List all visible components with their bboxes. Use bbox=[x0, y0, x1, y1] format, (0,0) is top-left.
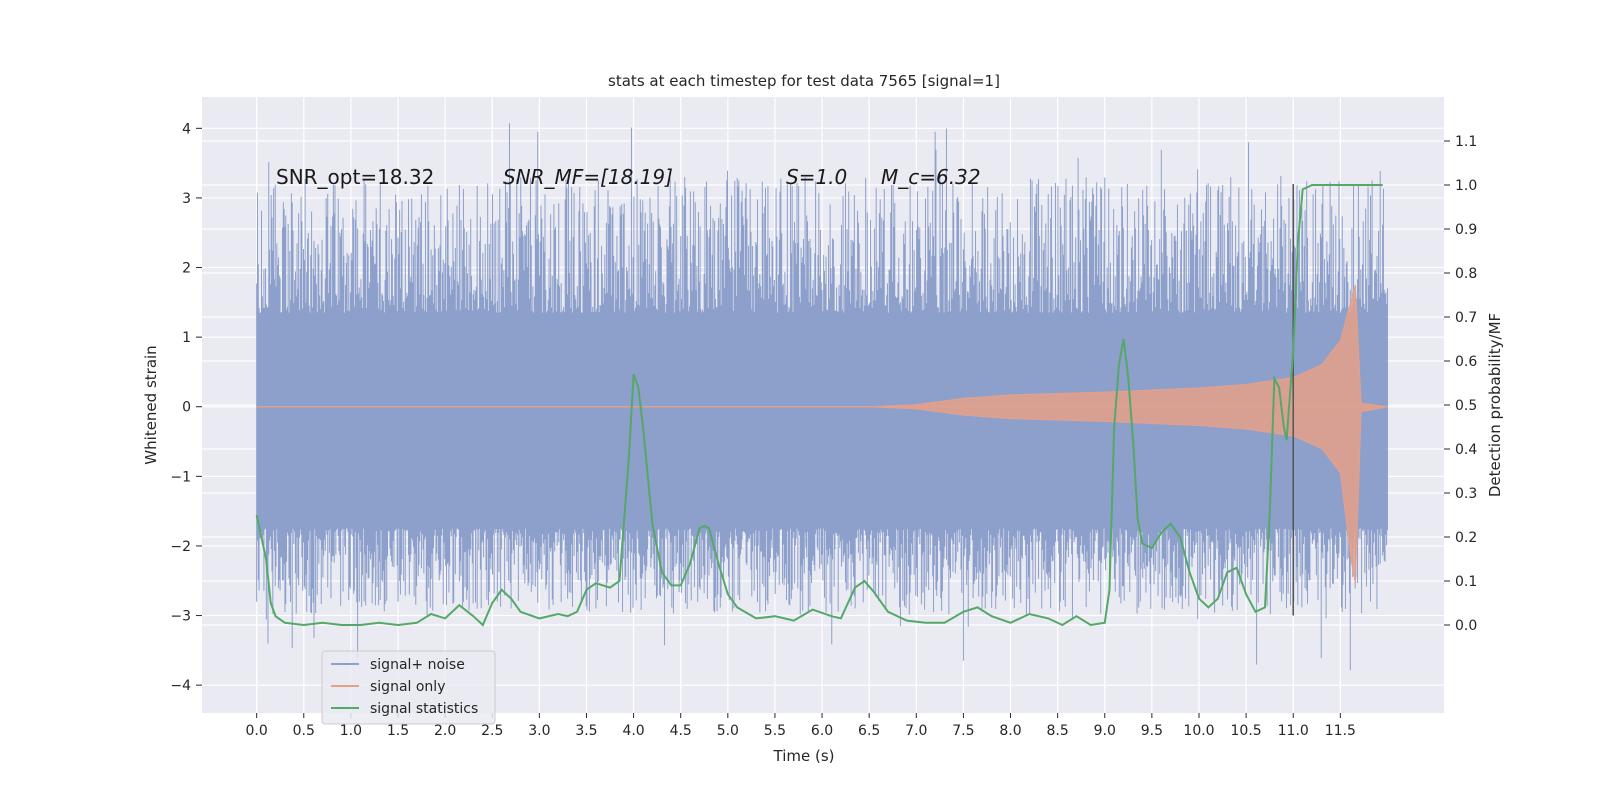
annotation-snr-opt: SNR_opt=18.32 bbox=[276, 165, 434, 189]
y-right-tick-label: 0.2 bbox=[1455, 530, 1477, 546]
signal-only-series bbox=[256, 284, 1388, 584]
annotation-s: S=1.0 bbox=[786, 165, 847, 189]
signal-statistics-series bbox=[255, 184, 1383, 627]
x-tick-label: 11.0 bbox=[1278, 723, 1309, 739]
x-tick-label: 2.5 bbox=[481, 723, 503, 739]
x-axis-label: Time (s) bbox=[773, 747, 835, 765]
y-right-tick-label: 0.3 bbox=[1455, 486, 1477, 502]
y-right-tick-label: 0.7 bbox=[1455, 310, 1477, 326]
legend: signal+ noise signal only signal statist… bbox=[321, 650, 496, 725]
x-tick-label: 0.0 bbox=[246, 723, 268, 739]
x-tick-label: 10.5 bbox=[1231, 723, 1262, 739]
x-tick-label: 2.0 bbox=[434, 723, 456, 739]
x-tick-label: 8.5 bbox=[1047, 723, 1069, 739]
x-axis-ticks: 0.0 0.5 1.0 1.5 2.0 2.5 3.0 3.5 4.0 4.5 5.0 5.5 6.0 6… bbox=[246, 713, 1356, 739]
y-right-tick-label: 0.0 bbox=[1455, 618, 1477, 634]
y-right-axis-label: Detection probability/MF bbox=[1486, 313, 1504, 497]
x-tick-label: 3.0 bbox=[528, 723, 550, 739]
x-tick-label: 10.0 bbox=[1183, 723, 1214, 739]
y-right-tick-label: 0.8 bbox=[1455, 266, 1477, 282]
x-tick-label: 6.5 bbox=[858, 723, 880, 739]
x-tick-label: 4.0 bbox=[622, 723, 644, 739]
legend-box bbox=[321, 650, 496, 725]
y-right-tick-label: 0.1 bbox=[1455, 574, 1477, 590]
legend-label-signal-statistics: signal statistics bbox=[370, 701, 478, 717]
x-tick-label: 9.0 bbox=[1094, 723, 1116, 739]
y-axis-label: Whitened strain bbox=[142, 345, 160, 464]
y-tick-label: −3 bbox=[170, 609, 191, 625]
x-tick-label: 1.0 bbox=[340, 723, 362, 739]
y-tick-label: 3 bbox=[182, 191, 191, 207]
annotation-snr-mf: SNR_MF=[18.19] bbox=[503, 165, 673, 189]
y-right-axis-ticks: 0.0 0.1 0.2 0.3 0.4 0.5 0.6 0.7 0.8 0.9 1.0 1.1 bbox=[1444, 134, 1477, 634]
y-tick-label: −1 bbox=[170, 469, 191, 485]
x-tick-label: 5.5 bbox=[764, 723, 786, 739]
x-tick-label: 7.0 bbox=[905, 723, 927, 739]
y-right-tick-label: 1.0 bbox=[1455, 178, 1477, 194]
y-right-tick-label: 0.5 bbox=[1455, 398, 1477, 414]
y-right-tick-label: 0.4 bbox=[1455, 442, 1477, 458]
chart-title: stats at each timestep for test data 756… bbox=[608, 72, 1000, 90]
x-tick-label: 3.5 bbox=[575, 723, 597, 739]
x-tick-label: 7.5 bbox=[952, 723, 974, 739]
y-right-tick-label: 0.9 bbox=[1455, 222, 1477, 238]
x-tick-label: 1.5 bbox=[387, 723, 409, 739]
y-tick-label: −4 bbox=[170, 678, 191, 694]
legend-label-signal-only: signal only bbox=[370, 679, 445, 695]
signal-statistics-line bbox=[255, 184, 1383, 627]
y-tick-label: 2 bbox=[182, 261, 191, 277]
x-tick-label: 5.0 bbox=[717, 723, 739, 739]
y-right-tick-label: 0.6 bbox=[1455, 354, 1477, 370]
x-tick-label: 0.5 bbox=[293, 723, 315, 739]
x-tick-label: 6.0 bbox=[811, 723, 833, 739]
x-tick-label: 9.5 bbox=[1141, 723, 1163, 739]
y-axis-ticks: −4 −3 −2 −1 0 1 2 3 4 bbox=[170, 121, 202, 694]
x-tick-label: 4.5 bbox=[670, 723, 692, 739]
annotations: SNR_opt=18.32 SNR_MF=[18.19] S=1.0 M_c=6… bbox=[276, 165, 981, 189]
annotation-mc: M_c=6.32 bbox=[881, 165, 981, 189]
y-tick-label: −2 bbox=[170, 539, 191, 555]
legend-label-signal-noise: signal+ noise bbox=[370, 657, 465, 673]
y-tick-label: 4 bbox=[182, 121, 191, 137]
y-tick-label: 1 bbox=[182, 330, 191, 346]
x-tick-label: 8.0 bbox=[999, 723, 1021, 739]
y-right-tick-label: 1.1 bbox=[1455, 134, 1477, 150]
x-tick-label: 11.5 bbox=[1325, 723, 1356, 739]
signal-only-envelope bbox=[256, 284, 1388, 584]
y-tick-label: 0 bbox=[182, 400, 191, 416]
